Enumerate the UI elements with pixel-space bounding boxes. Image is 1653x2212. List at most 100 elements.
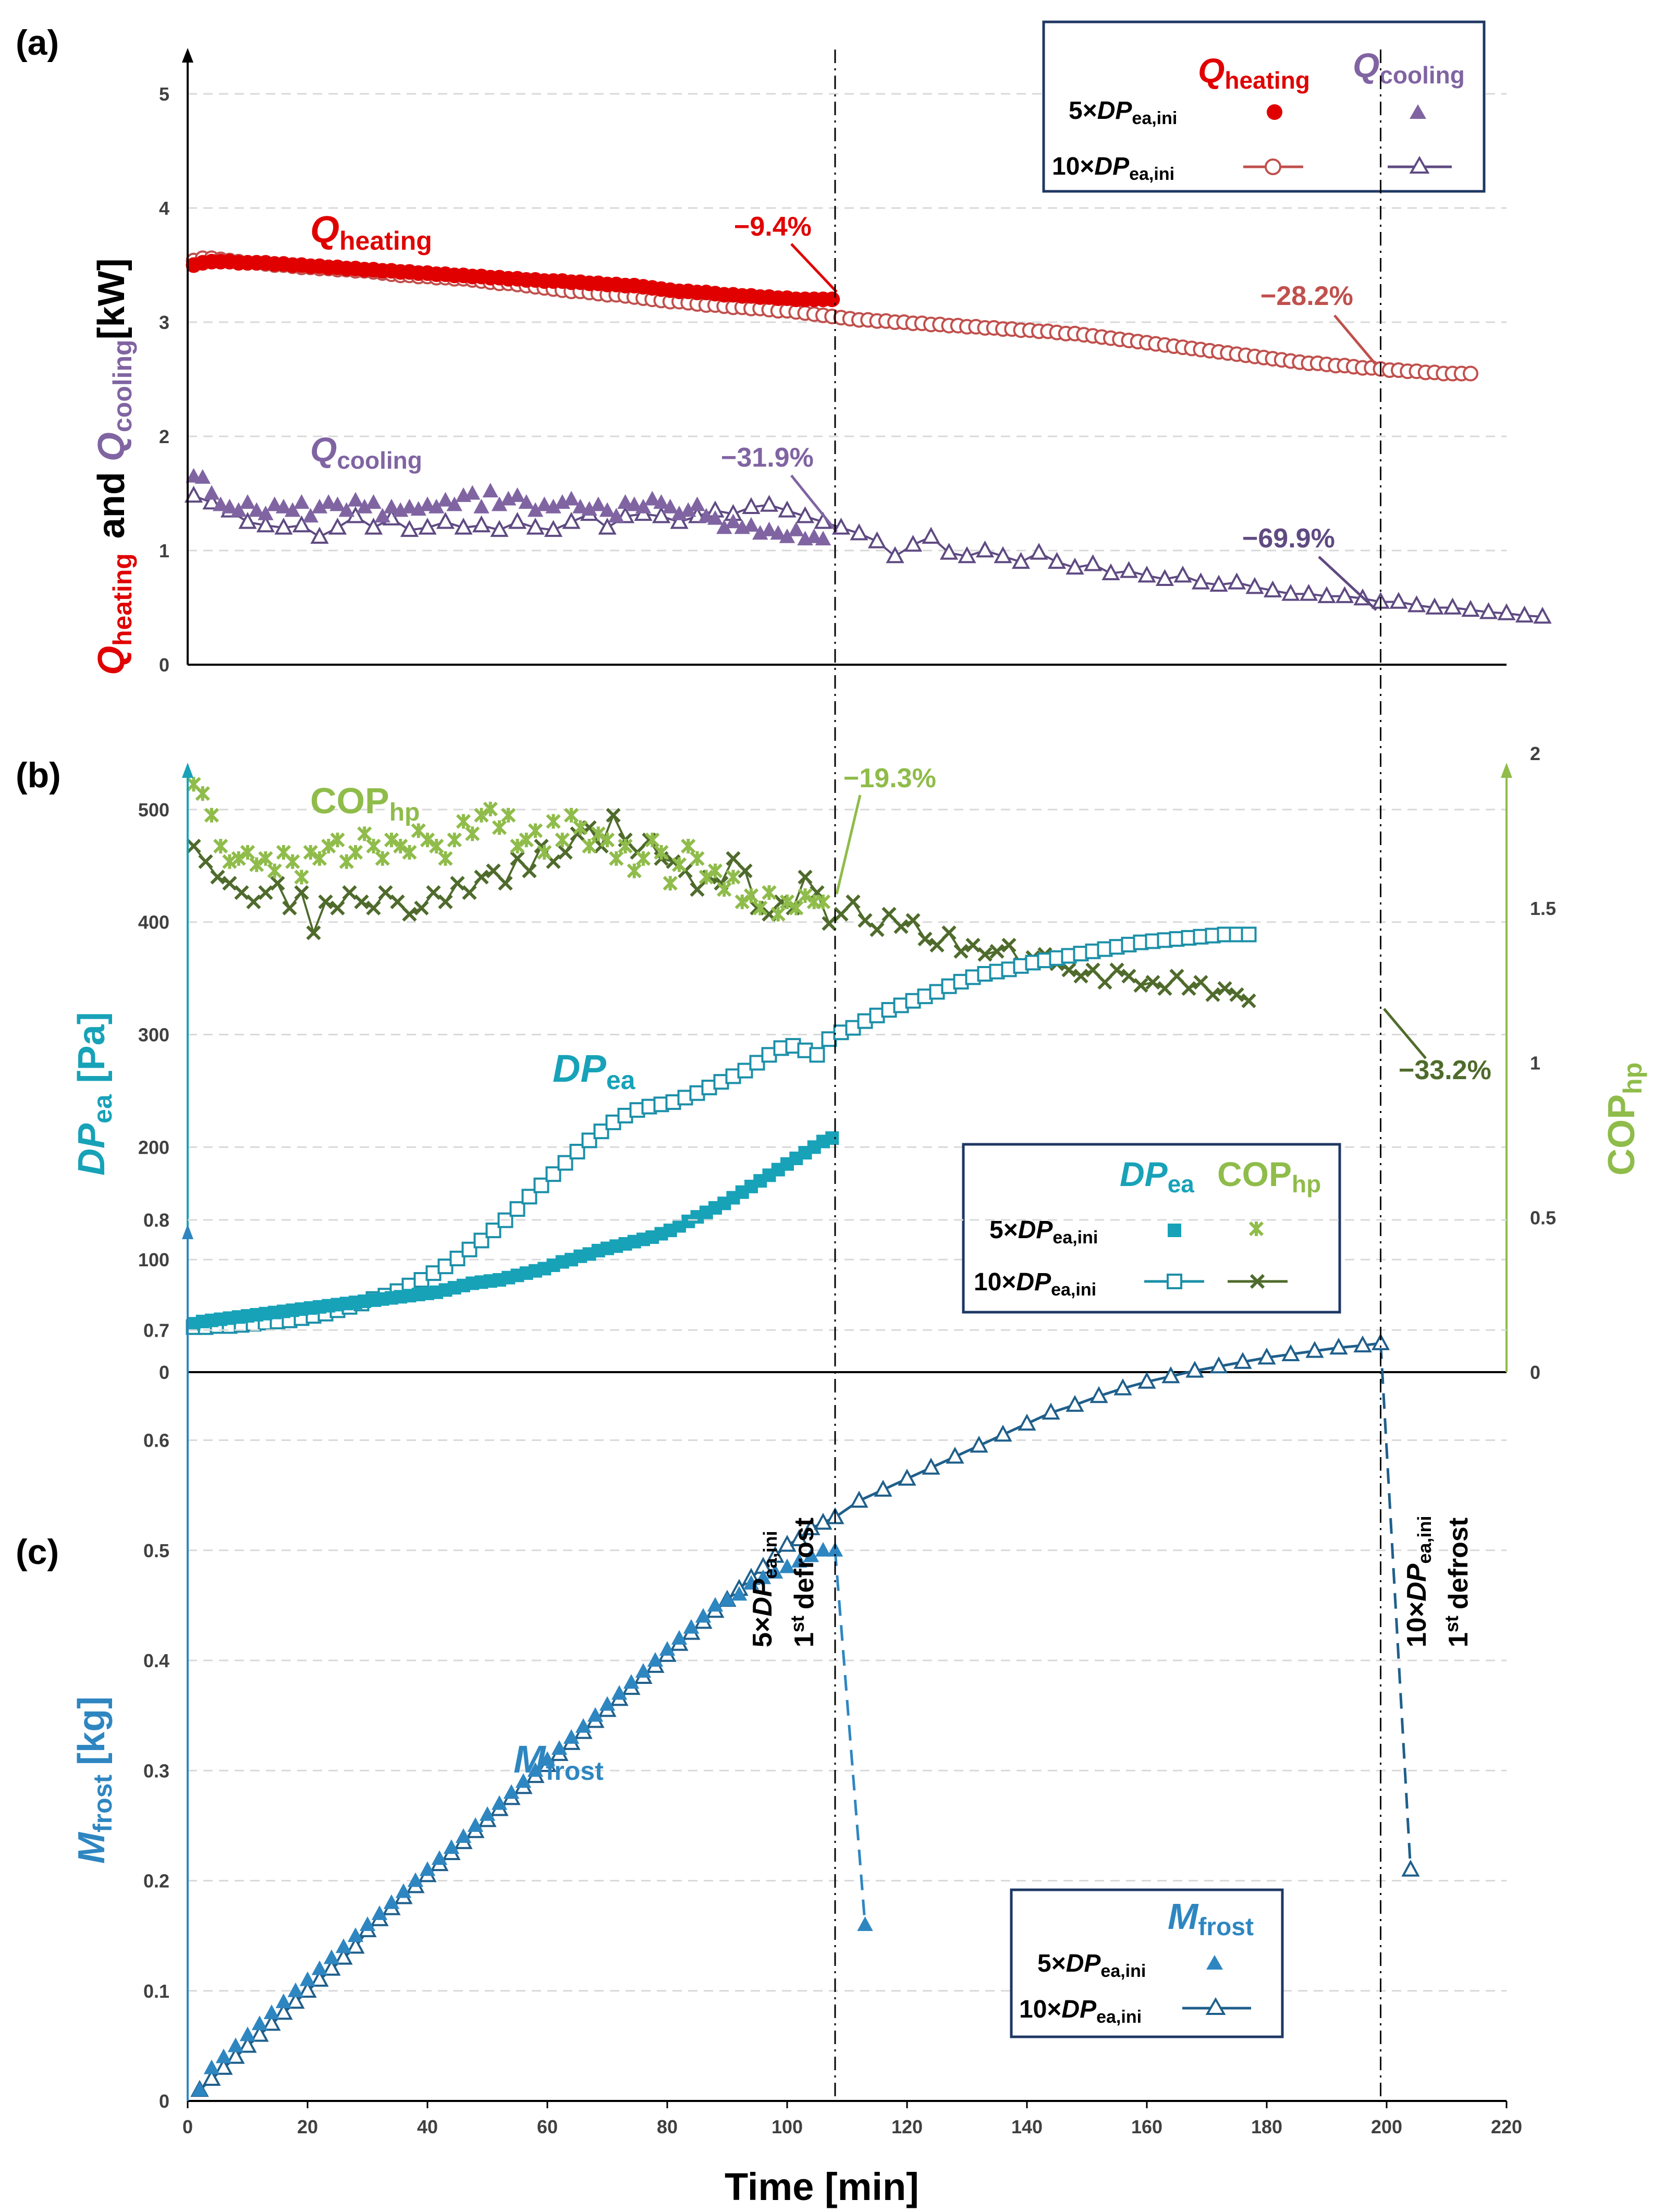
point-cop-10x	[690, 882, 705, 897]
point-frost-5x	[563, 1729, 580, 1744]
point-cooling-5x	[680, 502, 696, 517]
point-cooling-10x	[436, 512, 455, 529]
point-cop-10x	[953, 944, 969, 959]
y-axis-left-arrow	[182, 763, 193, 778]
point-cop-5x	[627, 863, 642, 878]
legend-a-row-5x: 5×DPea,ini	[1069, 97, 1177, 128]
point-frost-10x	[226, 2047, 245, 2064]
point-frost-10x	[1209, 1356, 1228, 1374]
legend-b-cop-5x-marker	[1248, 1221, 1264, 1237]
point-cop-10x	[977, 947, 993, 962]
point-frost-5x	[275, 1993, 292, 2008]
legend-b-head-cop: COPhp	[1217, 1155, 1321, 1197]
point-cop-10x	[1145, 975, 1160, 990]
defrost-label-10x-line1: 10×DPea,ini	[1402, 1516, 1435, 1647]
x-tick-label: 200	[1371, 2116, 1402, 2137]
point-frost-5x	[335, 1938, 352, 1953]
point-cop-5x	[195, 786, 210, 801]
point-cooling-10x	[1497, 603, 1516, 620]
point-frost-5x	[191, 2081, 208, 2096]
point-cop-10x	[989, 944, 1005, 959]
point-frost-10x	[1066, 1395, 1084, 1412]
point-cop-10x	[1085, 962, 1100, 977]
point-frost-5x	[515, 1773, 532, 1788]
point-cop-5x	[582, 838, 597, 854]
panel-c-legend: Mfrost 5×DPea,ini 10×DPea,ini	[1010, 1888, 1284, 2038]
point-cooling-5x	[590, 496, 606, 511]
point-cooling-5x	[437, 492, 454, 507]
series-cooling-10x-line	[193, 495, 1543, 618]
point-cop-10x-stroke	[989, 944, 1005, 959]
point-frost-10x	[1401, 1860, 1420, 1877]
point-cooling-10x	[958, 546, 976, 564]
point-cooling-10x	[922, 527, 940, 544]
point-cooling-10x	[1443, 597, 1462, 615]
panel-a-legend: Qheating Qcooling 5×DPea,ini 10×DPea,ini	[1042, 20, 1486, 193]
ylabel-q-heating-sub: heating	[108, 553, 137, 646]
ylabel-and: and	[91, 472, 132, 539]
y-right-tick-label: 1.5	[1530, 898, 1556, 919]
point-frost-5x	[683, 1619, 700, 1634]
point-cop-10x-stroke	[534, 838, 549, 854]
point-frost-10x	[1185, 1361, 1204, 1378]
point-cooling-10x	[1030, 543, 1048, 560]
legend-c-row-10x: 10×DPea,ini	[1019, 1996, 1142, 2027]
point-cop-10x	[282, 900, 297, 915]
legend-c-5x-marker	[1206, 1955, 1223, 1970]
point-cop-10x	[558, 845, 573, 860]
point-frost-10x	[874, 1480, 892, 1497]
y-tick-label: 0	[159, 1362, 169, 1383]
panel-a-axes	[182, 48, 1507, 666]
point-cooling-5x	[698, 508, 714, 523]
point-cop-5x	[743, 888, 759, 903]
point-cop-5x	[240, 845, 255, 860]
point-cop-10x	[917, 931, 933, 947]
y-tick-label: 3	[159, 312, 169, 333]
point-frost-10x	[214, 2058, 233, 2075]
panel-a-legend-box	[1042, 20, 1486, 193]
point-cooling-5x	[743, 517, 760, 532]
point-frost-5x	[743, 1575, 760, 1590]
point-cooling-10x	[1227, 572, 1246, 590]
point-frost-5x	[827, 1542, 843, 1557]
point-cop-5x	[528, 823, 543, 838]
point-cop-10x-stroke	[905, 913, 921, 928]
point-cooling-10x	[328, 518, 347, 535]
point-frost-10x	[994, 1424, 1012, 1442]
point-cooling-5x	[239, 494, 256, 509]
point-cop-10x	[870, 922, 885, 937]
point-cop-5x	[555, 833, 570, 848]
point-frost-5x	[203, 2059, 220, 2074]
x-tick-label: 140	[1011, 2116, 1043, 2137]
point-frost-10x	[1257, 1347, 1276, 1365]
point-cop-10x	[1205, 987, 1220, 1003]
point-cop-10x	[462, 885, 477, 900]
point-cooling-10x	[526, 518, 545, 535]
point-cooling-5x	[788, 521, 804, 536]
y-tick-label: 500	[138, 799, 169, 821]
point-heating-5x	[824, 291, 840, 308]
point-cop-5x	[285, 854, 300, 869]
point-cop-10x	[726, 851, 741, 866]
point-cooling-5x	[222, 498, 238, 514]
point-cooling-5x	[213, 496, 229, 511]
point-frost-5x	[239, 2026, 256, 2042]
x-tick-label: 180	[1251, 2116, 1282, 2137]
point-dp-10x	[473, 1232, 489, 1249]
point-frost-10x	[850, 1490, 868, 1508]
panel-b-ylabel: DPea[Pa]	[71, 1012, 117, 1176]
y-tick-label: 100	[138, 1249, 169, 1270]
point-frost-10x	[346, 1937, 365, 1954]
point-cop-5x	[546, 814, 561, 829]
point-cooling-10x	[202, 492, 221, 510]
point-cooling-10x	[418, 518, 437, 535]
defrost-label-10x-line2: 1stdefrost	[1441, 1518, 1474, 1647]
point-cop-5x	[402, 845, 417, 860]
point-cop-10x-stroke	[234, 885, 249, 900]
point-cooling-10x	[490, 520, 509, 537]
point-cooling-5x	[707, 510, 724, 525]
point-cooling-10x	[939, 543, 959, 560]
point-cop-10x	[450, 876, 465, 891]
point-cop-10x-stroke	[378, 885, 393, 900]
